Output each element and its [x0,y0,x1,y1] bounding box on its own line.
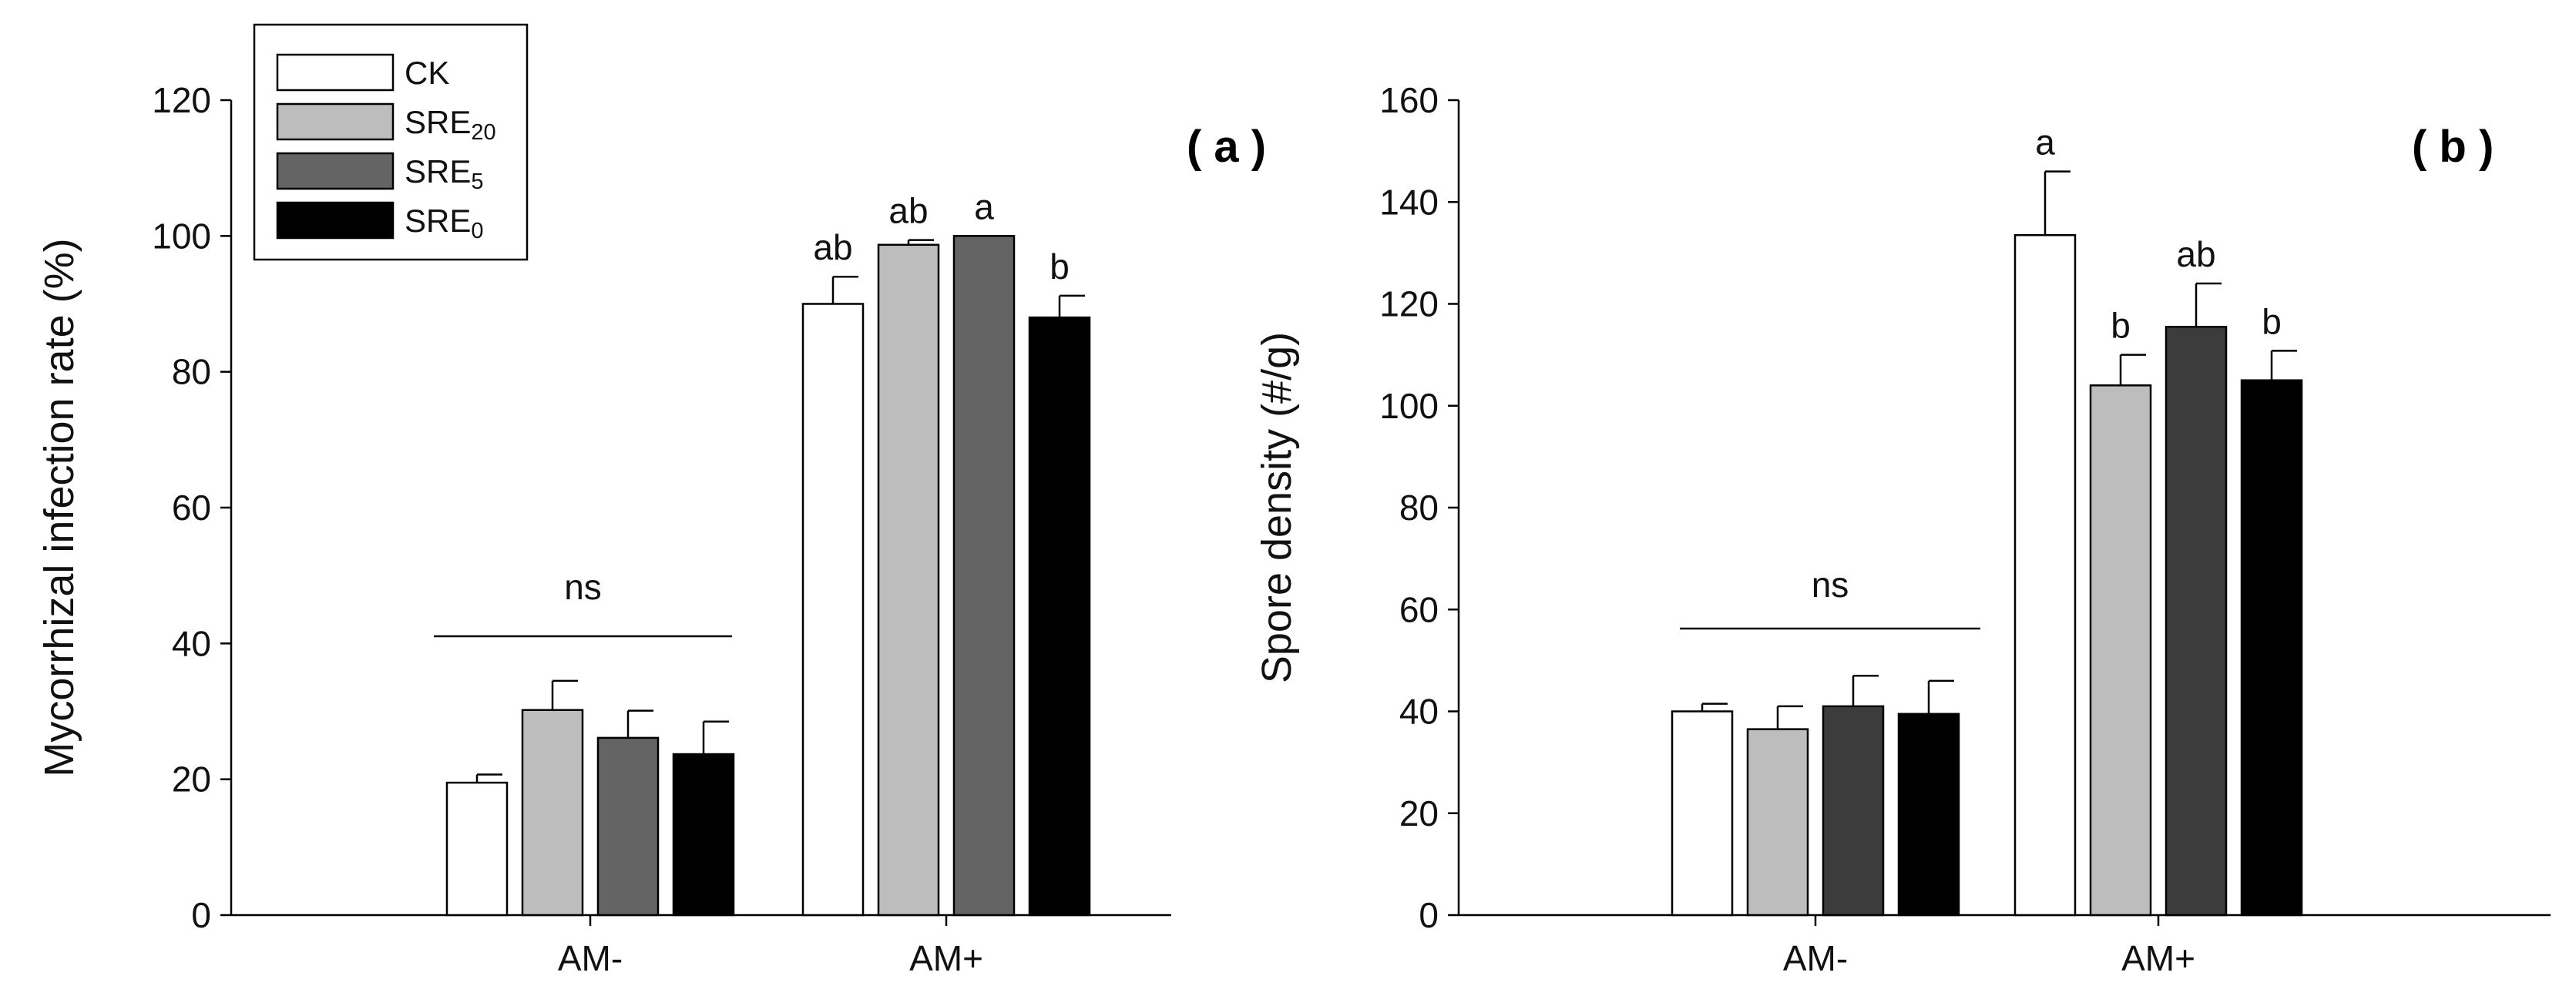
legend-label-base: SRE [405,153,471,189]
ns-label: ns [564,567,602,607]
bar-sre0-am-plus [1028,316,1091,917]
bar-sre20-am-plus [2089,384,2152,917]
y-tick-label: 120 [152,80,211,120]
y-tick-label: 60 [172,488,211,528]
legend-label: SRE0 [405,203,484,243]
bar-ck-am-minus [1671,710,1734,917]
legend-label: CK [405,55,449,91]
x-tick-label: AM- [1783,938,1848,978]
y-axis-title: Spore density (#/g) [1254,332,1300,683]
y-axis-title: Mycorrhizal infection rate (%) [36,238,82,776]
panel-label: ( b ) [2412,122,2494,172]
legend-label: SRE20 [405,104,496,145]
bar-sre20-am-minus [1746,728,1809,917]
legend-label-base: CK [405,55,449,91]
legend-label-subscript: 0 [471,219,483,243]
bar-sre5-am-plus [2165,326,2228,917]
bar-sre20-am-plus [877,243,940,917]
bar-sre20-am-minus [521,709,584,917]
y-tick-label: 40 [1399,692,1439,732]
legend-swatch-sre20 [276,102,395,141]
y-tick-label: 20 [1399,793,1439,833]
y-tick-label: 100 [152,216,211,256]
y-tick-label: 0 [1419,895,1439,935]
significance-letter: b [2111,306,2131,346]
legend-label-subscript: 5 [471,169,483,194]
y-tick-label: 20 [172,760,211,800]
legend-label-base: SRE [405,104,471,140]
bar-sre5-am-minus [1822,705,1885,917]
significance-letter: b [1050,246,1070,287]
legend-swatch-sre0 [276,201,395,240]
y-tick-label: 80 [1399,488,1439,528]
y-tick-label: 140 [1379,182,1439,222]
bar-ck-am-plus [2013,233,2077,917]
panel-b-spore-density-chart: 0 20 40 60 80 100 120 140 160 Spore density (#/g)… [1254,80,2551,978]
panel-label: ( a ) [1187,122,1266,172]
bar-sre5-am-plus [952,235,1016,917]
bar-sre5-am-minus [596,736,660,917]
y-tick-label: 80 [172,352,211,392]
ns-label: ns [1812,565,1849,605]
y-tick-label: 120 [1379,284,1439,324]
bar-sre0-am-minus [672,753,735,917]
significance-letter: a [974,186,994,226]
y-tick-label: 0 [191,895,211,935]
bar-sre0-am-plus [2240,379,2303,917]
significance-letter: ab [2176,234,2215,274]
significance-letter: a [2035,122,2055,163]
legend-swatch-ck [276,53,395,92]
y-tick-label: 60 [1399,589,1439,629]
legend-label-base: SRE [405,203,471,239]
bar-ck-am-minus [445,781,509,917]
y-tick-label: 160 [1379,80,1439,120]
bar-sre0-am-minus [1897,713,1960,917]
x-tick-label: AM+ [2121,938,2195,978]
bar-ck-am-plus [801,303,865,917]
y-tick-label: 100 [1379,386,1439,426]
panel-a-infection-rate-chart: 0 20 40 60 80 100 120 Mycorrhizal infection rat… [36,23,1266,978]
legend-label-subscript: 20 [471,120,495,145]
significance-letter: ab [813,227,852,267]
x-tick-label: AM+ [909,938,983,978]
legend-label: SRE5 [405,153,484,194]
significance-letter: ab [888,191,928,231]
legend-swatch-sre5 [276,152,395,190]
y-tick-label: 40 [172,623,211,663]
x-tick-label: AM- [558,938,623,978]
significance-letter: b [2262,301,2282,341]
